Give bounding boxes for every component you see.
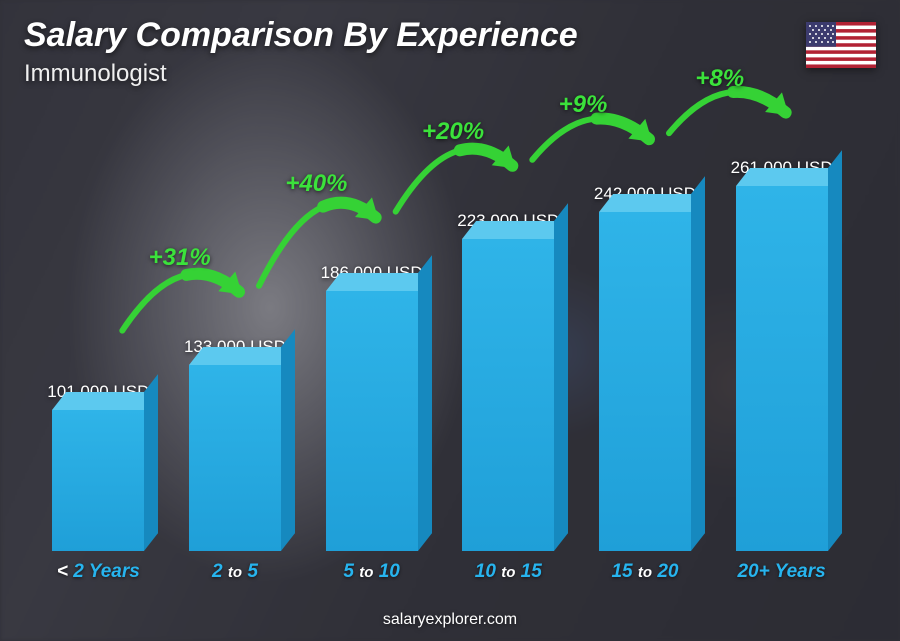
bar-category-label: 10 to 15	[475, 561, 542, 583]
bar	[462, 239, 554, 551]
bar-category-label: 2 to 5	[212, 561, 258, 583]
footer-source: salaryexplorer.com	[0, 611, 900, 629]
increase-label: +8%	[695, 65, 744, 93]
bar-group: 261,000 USD20+ Years	[722, 158, 842, 551]
bar-group: 101,000 USD< 2 Years	[38, 382, 158, 551]
bar-category-label: 15 to 20	[611, 561, 678, 583]
bar-group: 186,000 USD5 to 10	[312, 263, 432, 551]
increase-label: +40%	[285, 170, 347, 198]
bar-chart: 101,000 USD< 2 Years133,000 USD2 to 5186…	[30, 100, 850, 591]
bar	[52, 410, 144, 551]
bar-category-label: 5 to 10	[343, 561, 399, 583]
increase-label: +31%	[149, 244, 211, 272]
us-flag-icon	[806, 22, 876, 68]
bar-group: 223,000 USD10 to 15	[448, 211, 568, 551]
increase-label: +9%	[559, 91, 608, 119]
bar	[189, 365, 281, 551]
bar	[736, 186, 828, 551]
bar-group: 242,000 USD15 to 20	[585, 184, 705, 551]
bar-category-label: < 2 Years	[57, 561, 140, 583]
bar	[599, 212, 691, 551]
chart-subtitle: Immunologist	[24, 60, 167, 88]
bar-group: 133,000 USD2 to 5	[175, 337, 295, 551]
bar-category-label: 20+ Years	[737, 561, 825, 583]
chart-title: Salary Comparison By Experience	[24, 16, 578, 55]
increase-label: +20%	[422, 118, 484, 146]
bar	[326, 291, 418, 551]
